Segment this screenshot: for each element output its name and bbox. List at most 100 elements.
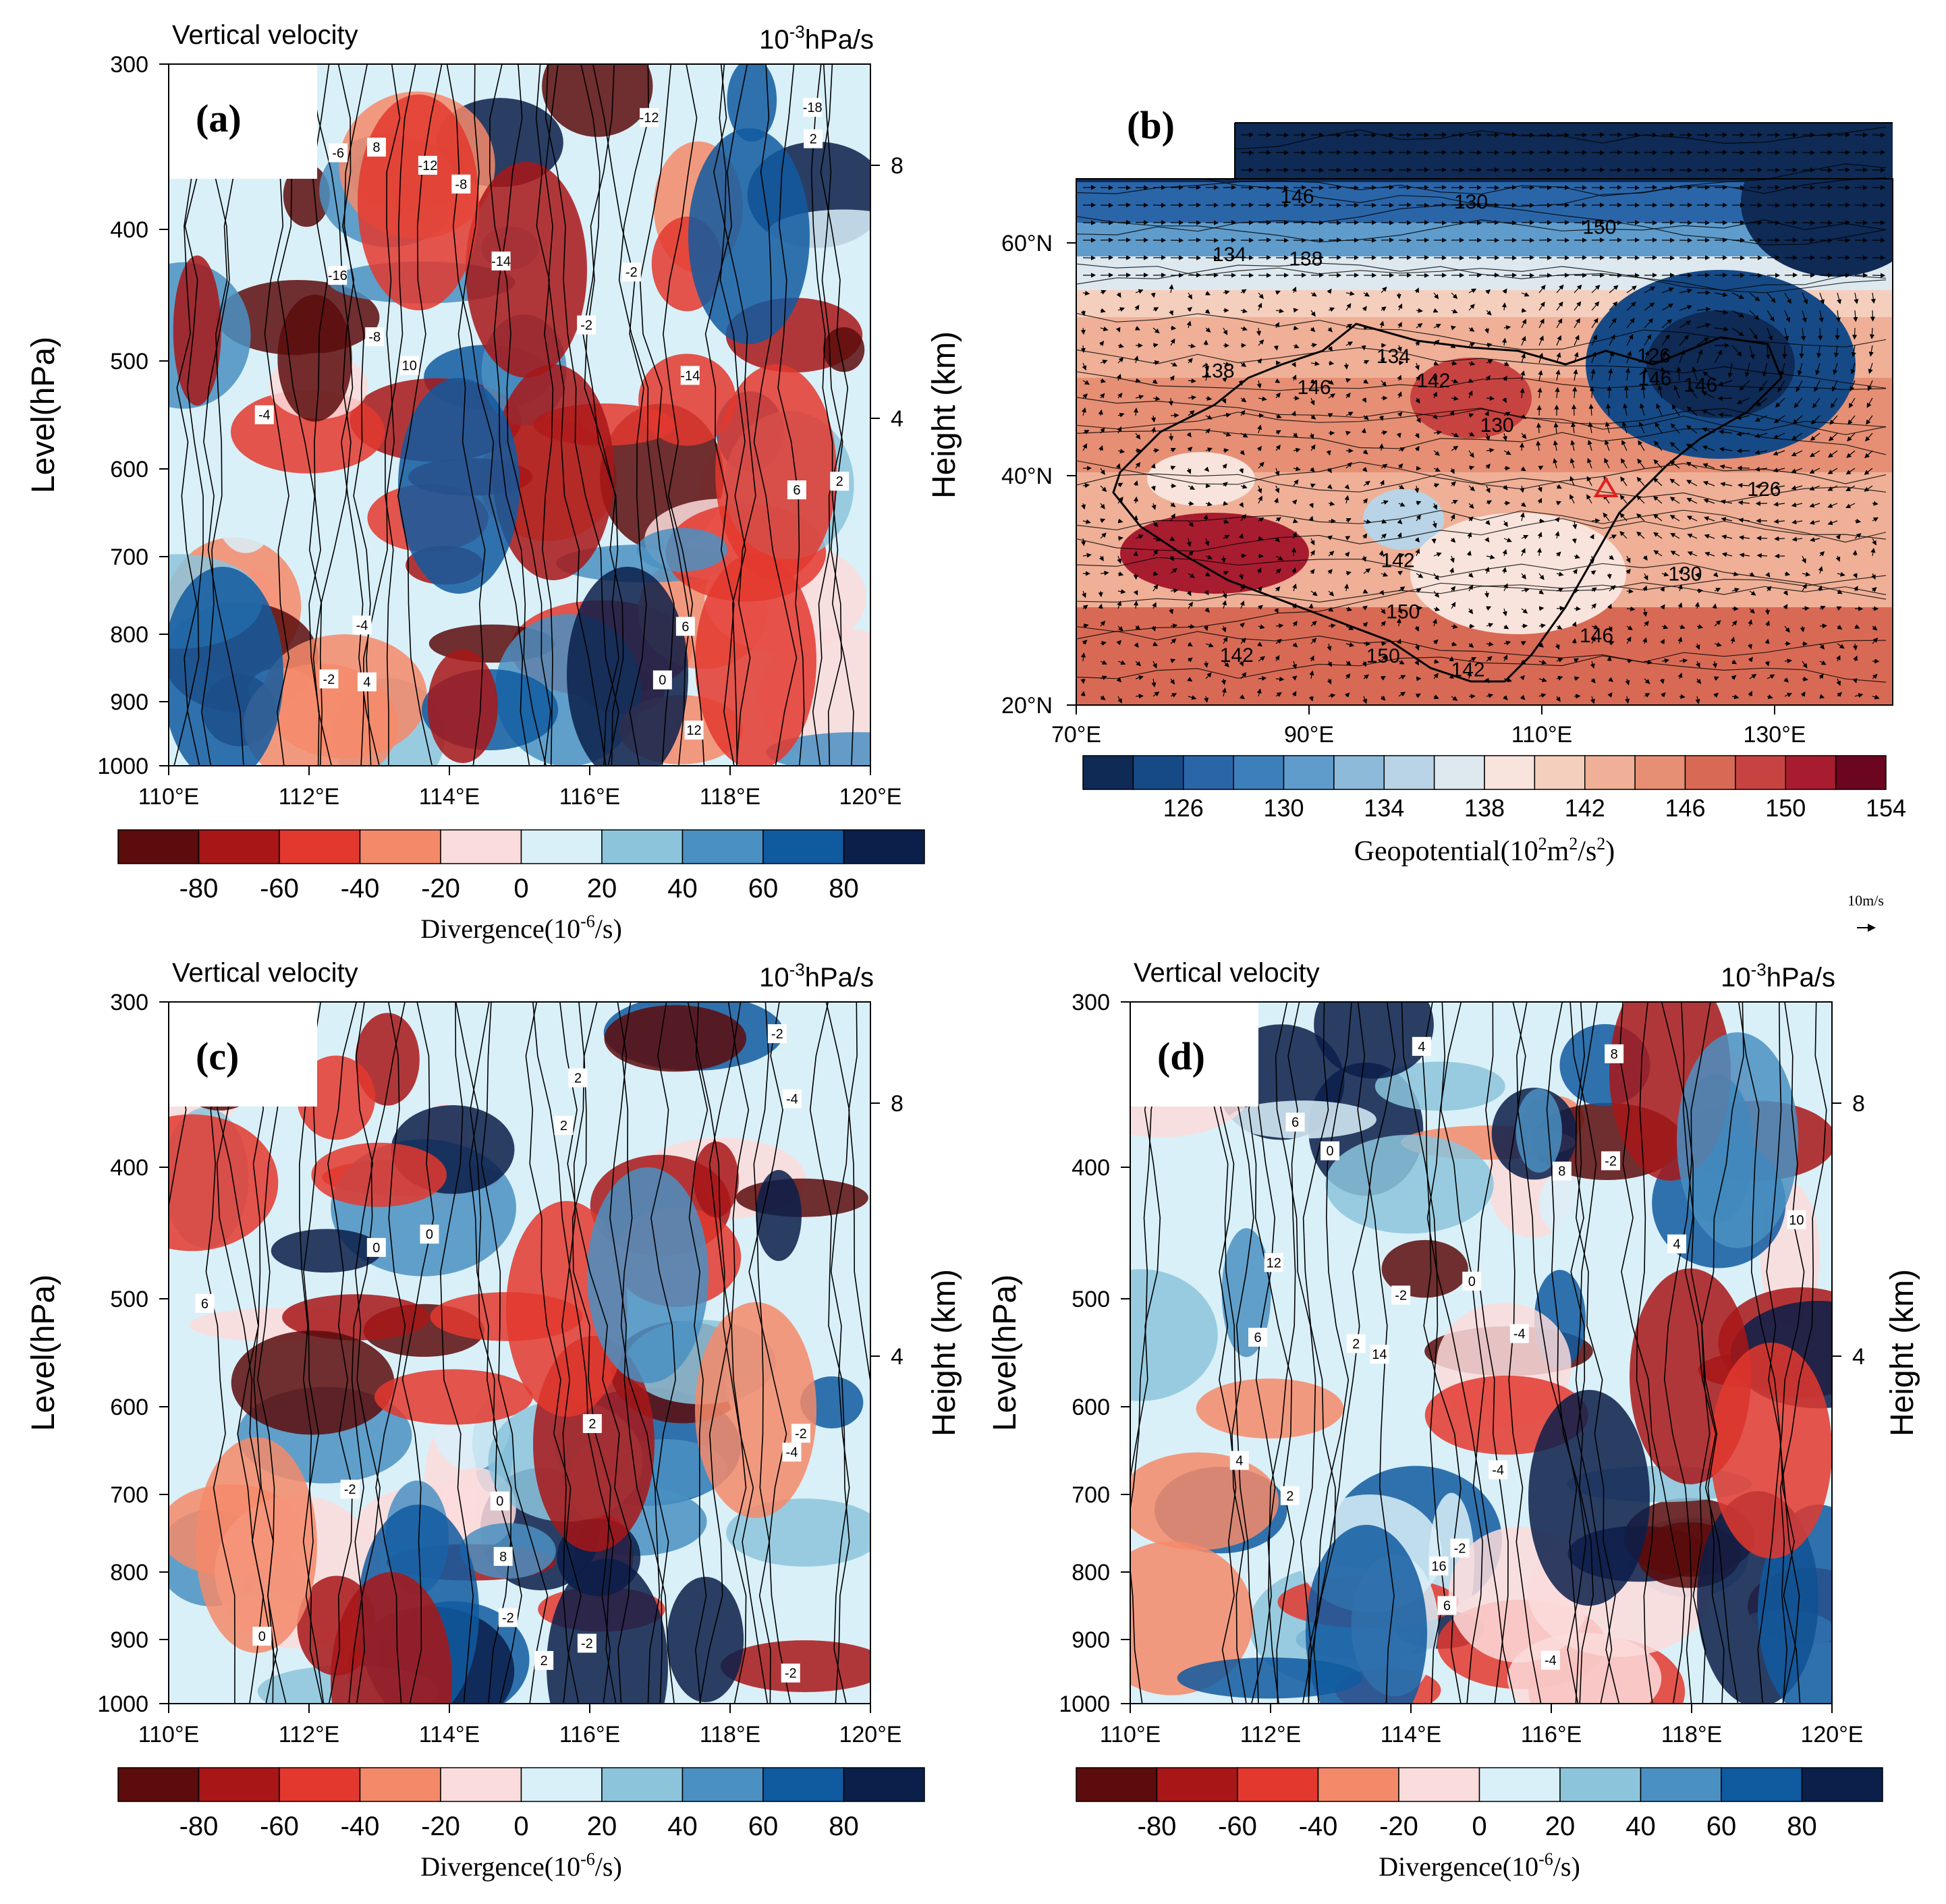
svg-text:12: 12 <box>1267 1256 1281 1270</box>
colorbar-tick-label: 60 <box>1706 1812 1737 1841</box>
colorbar-swatch <box>762 829 845 864</box>
map-colorbar-tick-label: 146 <box>1665 794 1705 822</box>
x-tick-label: 112°E <box>1240 1722 1301 1747</box>
x-tick-label: 116°E <box>559 1722 620 1747</box>
colorbar-tick-label: -60 <box>260 874 299 903</box>
panel-a-label: (a) <box>196 96 242 140</box>
colorbar-tick-label: -80 <box>179 1812 219 1841</box>
panel-d-title: Vertical velocity <box>1134 958 1320 988</box>
svg-text:2: 2 <box>560 1119 567 1133</box>
contour-label: 16 <box>1429 1556 1449 1575</box>
contour-label: 4 <box>357 672 377 692</box>
colorbar-swatch <box>359 829 441 864</box>
colorbar-swatch <box>1237 1767 1319 1802</box>
svg-text:8: 8 <box>499 1550 507 1565</box>
panel-a: -14-12-16-14-18-12-8-2610128420-8-6-2-46… <box>26 20 962 944</box>
panel-d-x-axis: 110°E 112°E 114°E 116°E 118°E 120°E <box>1100 1704 1864 1747</box>
contour-label: -14 <box>491 251 511 271</box>
x-tick-label: 112°E <box>279 1722 339 1747</box>
colorbar-swatch <box>682 1767 764 1802</box>
contour-label: -4 <box>782 1089 802 1109</box>
contour-label: -2 <box>791 1424 810 1443</box>
svg-text:-14: -14 <box>680 368 700 383</box>
contour-label: 10 <box>1787 1210 1806 1229</box>
contour-label: 6 <box>195 1293 215 1313</box>
y-tick-label: 700 <box>110 544 148 570</box>
panel-b-lat-axis: 60°N 40°N 20°N <box>1001 231 1076 719</box>
svg-text:-2: -2 <box>344 1482 356 1497</box>
contour-label: 0 <box>1462 1271 1482 1291</box>
contour-label: -2 <box>340 1480 360 1499</box>
contour-label: 2 <box>554 1115 574 1135</box>
y-tick-label: 600 <box>110 457 148 482</box>
x-tick-label: 114°E <box>419 784 480 810</box>
contour-label: 2 <box>1280 1486 1300 1505</box>
y-tick-label: 800 <box>110 622 148 648</box>
map-contour-label: 126 <box>1747 478 1781 501</box>
svg-text:6: 6 <box>1443 1599 1451 1614</box>
y-tick-label: 1000 <box>97 754 148 779</box>
map-colorbar-swatch <box>1333 755 1385 790</box>
x-tick-label: 114°E <box>1381 1722 1441 1747</box>
x-tick-label: 110°E <box>1100 1722 1161 1747</box>
contour-label: 14 <box>1370 1345 1389 1364</box>
x-tick-label: 118°E <box>700 784 760 810</box>
contour-label: 12 <box>684 721 704 740</box>
svg-text:-4: -4 <box>786 1092 798 1107</box>
x-tick-label: 110°E <box>138 784 199 810</box>
colorbar-tick-label: -20 <box>1379 1812 1418 1841</box>
panel-a-colorbar: -80 -60 -40 -20 0 20 40 60 80 Divergence(10-6/s) <box>117 829 925 944</box>
svg-text:2: 2 <box>1286 1489 1294 1504</box>
panel-d-colorbar: -80 -60 -40 -20 0 20 40 60 80 Divergence(10-6/s) <box>1076 1767 1883 1882</box>
contour-label: -6 <box>329 143 348 163</box>
contour-label: 2 <box>804 129 823 148</box>
map-contour-label: 150 <box>1366 645 1400 667</box>
contour-label: 0 <box>366 1237 386 1257</box>
svg-text:4: 4 <box>363 675 370 690</box>
contour-label: -14 <box>680 366 700 385</box>
colorbar-swatch <box>1478 1767 1561 1802</box>
colorbar-tick-label: -40 <box>341 1812 380 1841</box>
svg-text:-4: -4 <box>258 408 271 423</box>
colorbar-tick-label: 80 <box>829 1812 859 1841</box>
contour-label: -12 <box>640 108 659 128</box>
contour-label: -2 <box>1450 1538 1470 1558</box>
colorbar-swatch <box>843 829 925 864</box>
contour-label: -2 <box>498 1608 518 1627</box>
contour-label: -4 <box>1509 1324 1529 1343</box>
map-colorbar-tick-label: 154 <box>1866 794 1906 822</box>
panel-d-y-axis: 300 400 500 600 700 800 900 1000 <box>1059 990 1130 1717</box>
svg-text:2: 2 <box>588 1417 596 1432</box>
svg-text:-4: -4 <box>356 618 368 633</box>
y-tick-label: 600 <box>110 1395 148 1420</box>
map-colorbar-swatch <box>1183 755 1234 790</box>
colorbar-swatch <box>279 1767 361 1802</box>
colorbar-swatch <box>601 829 684 864</box>
svg-text:0: 0 <box>496 1494 503 1509</box>
map-contour-label: 130 <box>1454 191 1488 213</box>
lon-tick-label: 110°E <box>1511 722 1572 748</box>
colorbar-tick-label: -60 <box>260 1812 299 1841</box>
contour-label: -2 <box>577 1633 596 1653</box>
colorbar-tick-label: -40 <box>1299 1812 1338 1841</box>
svg-text:4: 4 <box>1418 1040 1425 1055</box>
colorbar-tick-label: 20 <box>587 874 617 903</box>
map-colorbar-swatch <box>1584 755 1636 790</box>
colorbar-tick-label: 80 <box>829 874 859 903</box>
contour-label: 0 <box>490 1491 509 1511</box>
y-tick-label: 600 <box>1072 1395 1110 1420</box>
map-colorbar-swatch <box>1835 755 1887 790</box>
y-tick-label: 400 <box>110 217 148 243</box>
svg-text:0: 0 <box>426 1227 433 1242</box>
y-tick-label: 700 <box>1072 1482 1110 1508</box>
y2-tick-label: 8 <box>891 153 904 179</box>
contour-label: -12 <box>418 155 437 175</box>
y-tick-label: 900 <box>110 690 148 715</box>
colorbar-swatch <box>682 829 764 864</box>
svg-text:0: 0 <box>1326 1144 1333 1159</box>
svg-text:-2: -2 <box>502 1611 514 1625</box>
colorbar-tick-label: 60 <box>748 874 779 903</box>
colorbar-swatch <box>198 1767 280 1802</box>
